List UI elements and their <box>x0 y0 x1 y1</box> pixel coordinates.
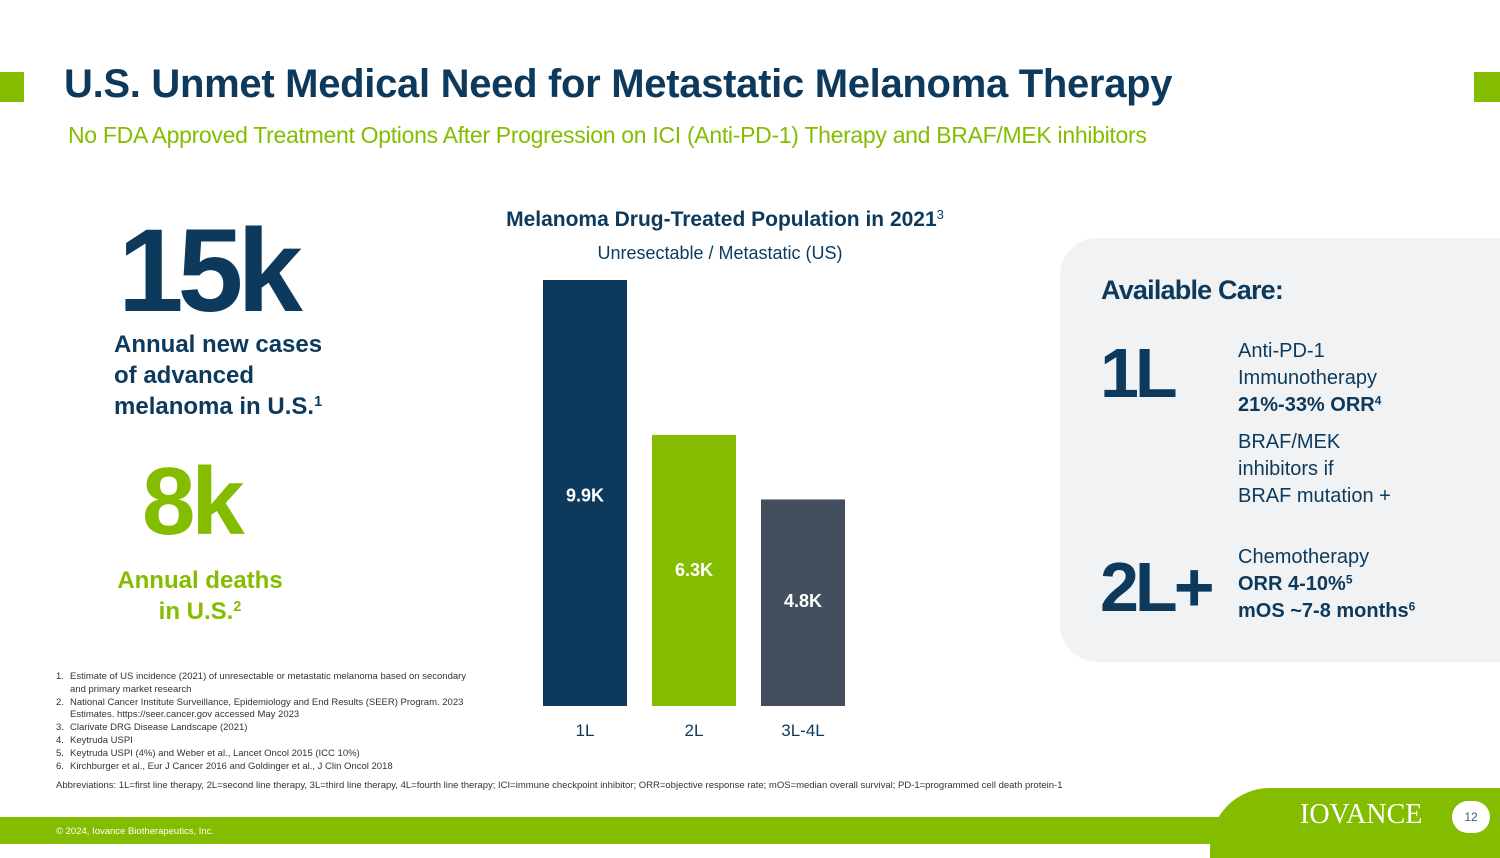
braf-mek-therapy: BRAF/MEK inhibitors if BRAF mutation + <box>1238 429 1391 510</box>
deaths-label: Annual deaths in U.S.2 <box>96 565 304 627</box>
new-cases-line: Annual new cases <box>114 331 323 358</box>
abbreviations-note: Abbreviations: 1L=first line therapy, 2L… <box>56 780 1063 791</box>
new-cases-line: of advanced <box>114 362 255 389</box>
first-line-therapy-line: Immunotherapy <box>1238 367 1377 389</box>
first-line-therapy-line: Anti-PD-1 <box>1238 340 1325 362</box>
deaths-value: 8k <box>142 448 245 555</box>
chart-title-text: Melanoma Drug-Treated Population in 2021 <box>506 208 937 231</box>
copyright-text: © 2024, Iovance Biotherapeutics, Inc. <box>56 826 215 837</box>
footnote-text: Keytruda USPI (4%) and Weber et al., Lan… <box>70 747 360 759</box>
deaths-line: in U.S.2 <box>96 596 304 627</box>
bar-value-label: 4.8K <box>784 591 822 611</box>
bar-value-label: 9.9K <box>566 486 604 506</box>
new-cases-value: 15k <box>118 205 303 337</box>
footnote-number: 4. <box>56 734 64 746</box>
company-logo: IOVANCE <box>1300 799 1423 830</box>
new-cases-line: melanoma in U.S.1 <box>114 391 322 422</box>
footnote-ref: 3 <box>936 206 944 222</box>
braf-mek-line: inhibitors if <box>1238 458 1334 480</box>
bar-value-label: 6.3K <box>675 560 713 580</box>
footnote-text: National Cancer Institute Surveillance, … <box>70 696 464 721</box>
footnote-number: 5. <box>56 747 64 759</box>
footnote-item: 6. Kirchburger et al., Eur J Cancer 2016 … <box>56 761 476 774</box>
footnote-text: Keytruda USPI <box>70 734 133 746</box>
second-line-mos: mOS ~7-8 months6 <box>1238 598 1415 625</box>
footnotes-list: 1. Estimate of US incidence (2021) of unr… <box>56 671 476 773</box>
footnote-ref: 4 <box>1374 393 1382 408</box>
second-line-orr: ORR 4-10%5 <box>1238 571 1415 598</box>
left-accent-bar <box>0 72 24 102</box>
chart-subtitle: Unresectable / Metastatic (US) <box>597 243 843 263</box>
footnote-number: 2. <box>56 696 64 708</box>
footnote-item: 1. Estimate of US incidence (2021) of unr… <box>56 671 476 697</box>
footnote-ref: 2 <box>233 599 242 616</box>
footnote-ref: 1 <box>314 394 323 411</box>
first-line-therapy: Anti-PD-1 Immunotherapy 21%-33% ORR4 <box>1238 338 1381 419</box>
first-line-orr: 21%-33% ORR4 <box>1238 392 1381 419</box>
footnote-item: 3. Clarivate DRG Disease Landscape (2021) <box>56 722 476 735</box>
first-line-label: 1L <box>1100 334 1178 412</box>
footnote-text: Estimate of US incidence (2021) of unres… <box>70 671 467 695</box>
footnote-item: 5. Keytruda USPI (4%) and Weber et al., L… <box>56 748 476 761</box>
second-line-mos-text: mOS ~7-8 months <box>1238 600 1409 622</box>
footnote-text: Kirchburger et al., Eur J Cancer 2016 an… <box>70 760 393 772</box>
first-line-orr-text: 21%-33% ORR <box>1238 394 1375 416</box>
new-cases-label: Annual new cases of advanced melanoma in… <box>114 329 322 422</box>
footnote-item: 2. National Cancer Institute Surveillance… <box>56 697 476 723</box>
footnote-ref: 5 <box>1345 572 1353 587</box>
available-care-panel <box>1060 238 1500 662</box>
second-line-therapy: Chemotherapy ORR 4-10%5 mOS ~7-8 months6 <box>1238 544 1415 625</box>
footer-bar <box>0 817 1500 844</box>
footnote-number: 6. <box>56 760 64 772</box>
page-number: 12 <box>1452 801 1490 833</box>
available-care-title: Available Care: <box>1101 275 1284 305</box>
slide-title: U.S. Unmet Medical Need for Metastatic M… <box>64 62 1173 106</box>
right-accent-bar <box>1474 72 1500 102</box>
footnote-number: 3. <box>56 722 64 734</box>
new-cases-line-text: melanoma in U.S. <box>114 393 315 420</box>
bar-3l-4l <box>761 499 845 706</box>
braf-mek-line: BRAF/MEK <box>1238 431 1341 453</box>
second-line-label: 2L+ <box>1100 548 1215 626</box>
bar-1l <box>543 280 627 706</box>
category-label: 3L-4L <box>781 721 824 740</box>
footnote-ref: 6 <box>1408 599 1416 614</box>
chart-title: Melanoma Drug-Treated Population in 2021… <box>470 208 980 232</box>
footnote-item: 4. Keytruda USPI <box>56 735 476 748</box>
footnote-text: Clarivate DRG Disease Landscape (2021) <box>70 722 248 734</box>
category-label: 1L <box>576 721 595 740</box>
bar-chart: 9.9K 1L 6.3K 2L 4.8K 3L-4L <box>543 280 845 740</box>
category-label: 2L <box>685 721 704 740</box>
bar-2l <box>652 434 736 706</box>
footnote-number: 1. <box>56 671 64 682</box>
deaths-line: Annual deaths <box>117 567 283 594</box>
second-line-therapy-line: Chemotherapy <box>1238 546 1370 568</box>
braf-mek-line: BRAF mutation + <box>1238 485 1391 507</box>
slide-subtitle: No FDA Approved Treatment Options After … <box>68 122 1147 148</box>
second-line-orr-text: ORR 4-10% <box>1238 573 1346 595</box>
deaths-line-text: in U.S. <box>158 598 234 625</box>
